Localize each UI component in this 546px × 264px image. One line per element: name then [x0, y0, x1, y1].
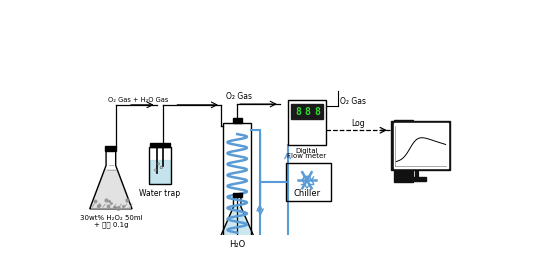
Bar [394, 120, 413, 182]
Bar [149, 147, 170, 184]
Bar [395, 135, 412, 139]
Bar [105, 147, 116, 151]
Text: 30wt% H₂O₂ 50ml: 30wt% H₂O₂ 50ml [80, 215, 142, 221]
Bar [233, 193, 242, 197]
Polygon shape [221, 207, 253, 236]
Bar [397, 160, 410, 166]
Text: H₂O: H₂O [229, 240, 245, 249]
Text: Flow meter: Flow meter [287, 153, 327, 159]
Bar [150, 160, 170, 183]
Bar [286, 163, 331, 201]
Bar [290, 104, 323, 119]
Bar [391, 121, 450, 170]
Text: Water trap: Water trap [139, 189, 180, 198]
Bar [150, 143, 170, 147]
Text: 8: 8 [295, 107, 301, 117]
Text: 8: 8 [314, 107, 321, 117]
Bar [233, 118, 242, 123]
Text: Log: Log [351, 119, 365, 128]
Bar [394, 123, 448, 168]
Text: O₂ Gas: O₂ Gas [340, 97, 365, 106]
Polygon shape [90, 170, 132, 209]
Text: + 쭉매 0.1g: + 쭉매 0.1g [93, 221, 128, 228]
Text: Digital: Digital [295, 148, 318, 154]
Bar [288, 100, 327, 145]
Bar [223, 122, 251, 242]
Text: O₂ Gas + H₂O Gas: O₂ Gas + H₂O Gas [108, 97, 168, 102]
Bar [408, 177, 426, 181]
Text: 8: 8 [305, 107, 311, 117]
Text: O₂ Gas: O₂ Gas [225, 92, 252, 101]
Bar [395, 128, 412, 131]
Text: Chiller: Chiller [293, 189, 321, 198]
